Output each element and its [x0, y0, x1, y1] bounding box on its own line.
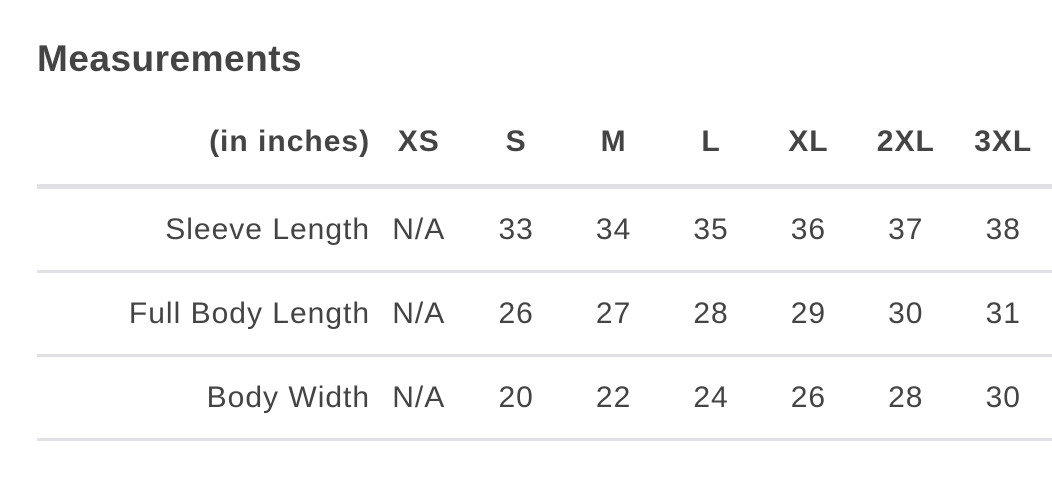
- measurement-cell: 30: [954, 355, 1052, 441]
- measurement-cell: 28: [662, 271, 760, 357]
- size-header: L: [662, 100, 760, 189]
- size-header: 3XL: [954, 100, 1052, 189]
- measurement-cell: 35: [662, 186, 760, 273]
- measurement-cell: 31: [954, 271, 1052, 357]
- units-header: (in inches): [37, 100, 371, 189]
- measurement-cell: 36: [759, 186, 858, 273]
- measurement-cell: N/A: [370, 355, 468, 441]
- row-label: Full Body Length: [37, 271, 371, 357]
- measurement-cell: 27: [564, 271, 663, 357]
- size-header: M: [564, 100, 663, 189]
- table-row: Body Width N/A 20 22 24 26 28 30: [37, 355, 1052, 441]
- row-label: Sleeve Length: [37, 186, 371, 273]
- measurement-cell: 37: [857, 186, 955, 273]
- measurement-cell: 26: [759, 355, 858, 441]
- table-row: Full Body Length N/A 26 27 28 29 30 31: [37, 271, 1052, 357]
- size-header: XS: [370, 100, 468, 189]
- measurement-cell: N/A: [370, 186, 468, 273]
- measurement-cell: 26: [467, 271, 565, 357]
- measurement-cell: N/A: [370, 271, 468, 357]
- size-header: 2XL: [857, 100, 955, 189]
- measurement-cell: 22: [564, 355, 663, 441]
- header-row: (in inches) XS S M L XL 2XL 3XL: [37, 100, 1052, 189]
- measurement-cell: 30: [857, 271, 955, 357]
- table-row: Sleeve Length N/A 33 34 35 36 37 38: [37, 186, 1052, 273]
- size-header: XL: [759, 100, 858, 189]
- section-title: Measurements: [37, 38, 303, 79]
- size-header: S: [467, 100, 565, 189]
- measurements-table: (in inches) XS S M L XL 2XL 3XL Sleeve L…: [37, 100, 1052, 441]
- measurement-cell: 20: [467, 355, 565, 441]
- measurement-cell: 24: [662, 355, 760, 441]
- measurement-cell: 38: [954, 186, 1052, 273]
- measurement-cell: 34: [564, 186, 663, 273]
- measurement-cell: 29: [759, 271, 858, 357]
- measurement-cell: 28: [857, 355, 955, 441]
- measurement-cell: 33: [467, 186, 565, 273]
- row-label: Body Width: [37, 355, 371, 441]
